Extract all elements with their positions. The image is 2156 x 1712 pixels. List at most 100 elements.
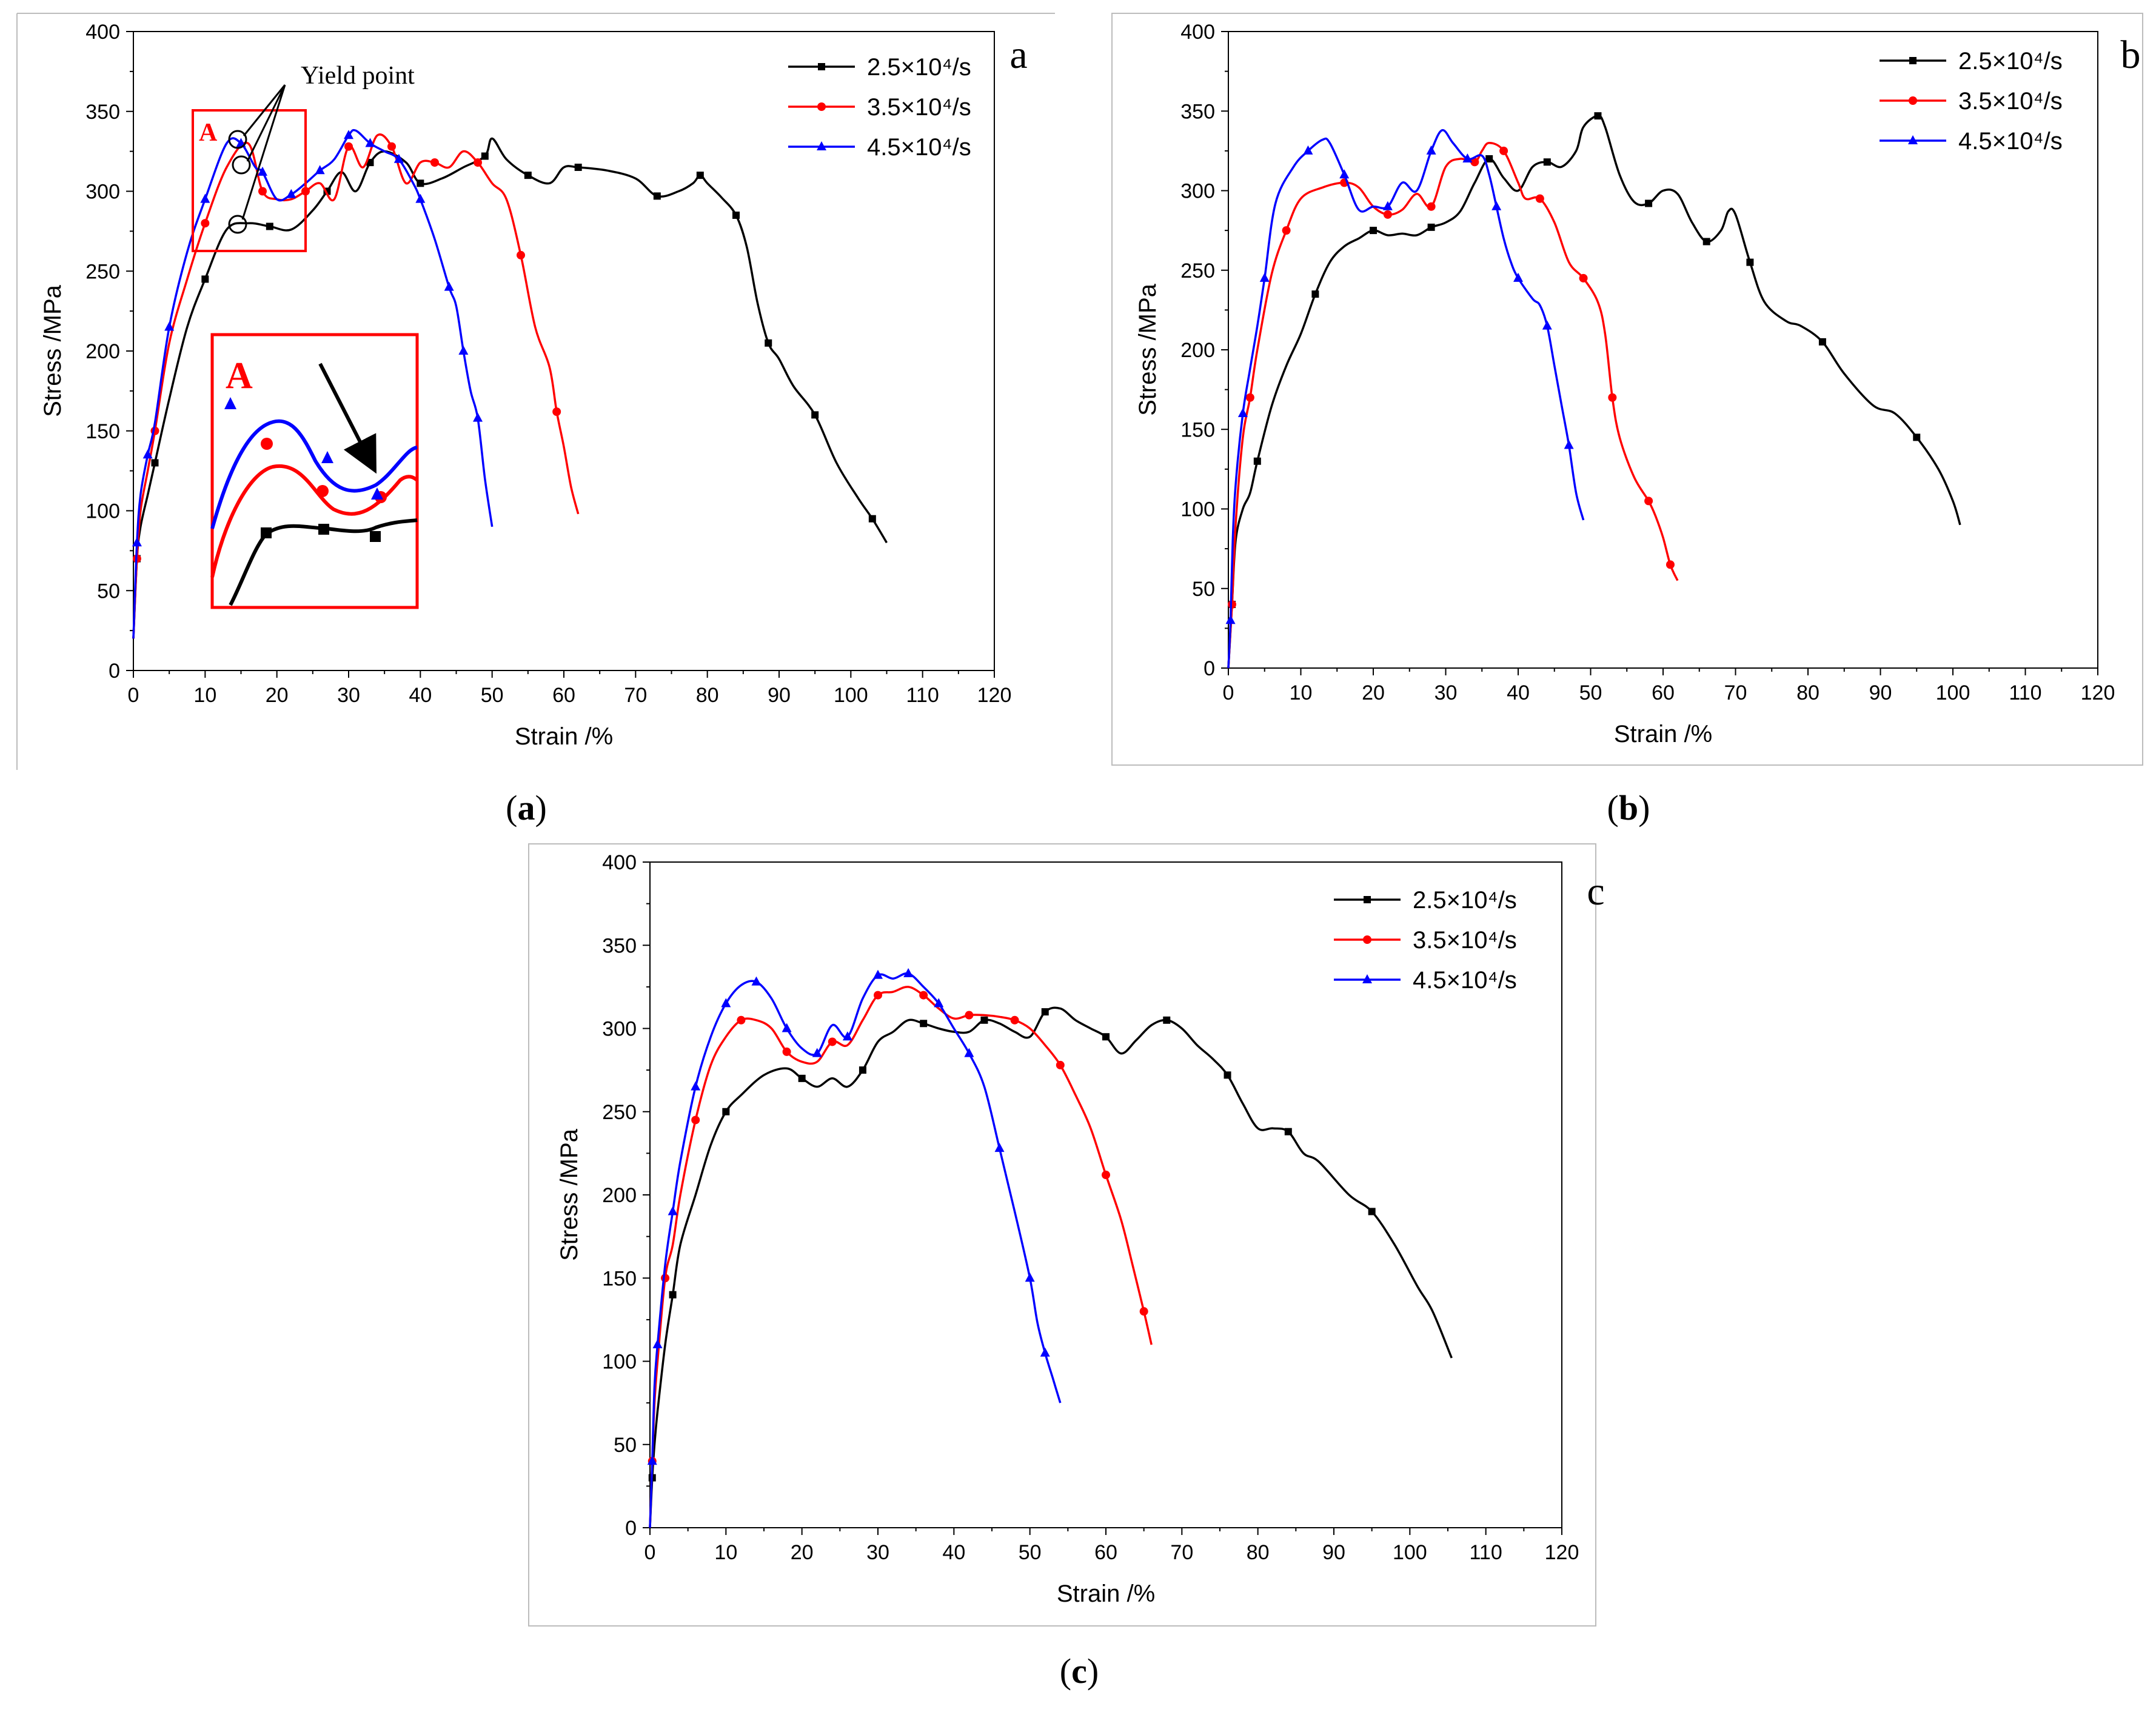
data-point-marker <box>661 1274 670 1283</box>
data-point-marker <box>1259 272 1270 282</box>
data-point-marker <box>481 152 489 160</box>
data-point-marker <box>415 193 426 203</box>
data-point-marker <box>1010 1015 1019 1025</box>
data-point-marker <box>1245 393 1254 402</box>
data-point-marker <box>1542 320 1552 330</box>
legend-marker <box>1362 974 1372 983</box>
data-point-marker <box>873 969 883 979</box>
data-point-marker <box>1163 1016 1171 1024</box>
chart-b-inner: 0 10 20 30 40 50 60 70 80 90 100 110 120 0 50 100 150 200… <box>1134 21 2141 747</box>
series-line <box>649 986 1153 1528</box>
x-tick-label: 20 <box>266 684 289 707</box>
series-line <box>649 972 1062 1528</box>
x-axis-label: Strain /% <box>515 723 613 750</box>
data-point-marker <box>474 158 482 167</box>
series-line <box>1227 115 1961 669</box>
x-tick-label: 0 <box>1223 681 1234 704</box>
y-tick-label: 150 <box>1180 418 1215 441</box>
data-point-marker <box>1608 393 1617 402</box>
data-point-marker <box>965 1011 974 1020</box>
legend-marker <box>1908 135 1918 144</box>
y-tick-label: 0 <box>1204 657 1215 680</box>
series-line <box>649 1006 1453 1528</box>
x-tick-label: 120 <box>977 684 1012 707</box>
data-point-marker <box>365 138 375 147</box>
caption-c: (c) <box>1060 1651 1099 1691</box>
data-point-marker <box>1282 226 1291 235</box>
inset-a-red-marker <box>316 485 329 497</box>
legend-label: 2.5×10⁴/s <box>1413 887 1517 914</box>
y-tick-label: 300 <box>1180 180 1215 203</box>
caption-a: (a) <box>506 788 547 828</box>
data-point-marker <box>132 537 142 547</box>
data-point-marker <box>782 1023 792 1032</box>
data-point-marker <box>1564 440 1574 449</box>
data-point-marker <box>1102 1033 1110 1041</box>
data-point-marker <box>737 1015 746 1025</box>
data-point-marker <box>1666 560 1675 569</box>
panel-c-frame <box>528 843 1596 1627</box>
x-tick-label: 100 <box>834 684 868 707</box>
x-tick-label: 60 <box>1094 1541 1117 1564</box>
data-point-marker <box>1426 145 1436 155</box>
data-point-marker <box>1427 223 1435 231</box>
inset-a-label: A <box>226 355 253 396</box>
x-tick-label: 30 <box>1435 681 1458 704</box>
y-axis-label: Stress /MPa <box>1134 283 1161 416</box>
data-point-marker <box>1382 201 1393 210</box>
y-tick-label: 400 <box>1180 21 1215 44</box>
x-tick-label: 100 <box>1393 1541 1427 1564</box>
y-tick-label: 100 <box>602 1351 637 1374</box>
data-point-marker <box>1470 158 1479 167</box>
data-point-marker <box>903 968 914 977</box>
y-tick-label: 100 <box>85 500 120 523</box>
x-tick-label: 20 <box>791 1541 814 1564</box>
x-tick-label: 40 <box>942 1541 965 1564</box>
data-point-marker <box>201 219 210 228</box>
x-tick-label: 10 <box>193 684 216 707</box>
chart-c-inner: 0 10 20 30 40 50 60 70 80 90 100 110 120 0 50 100 150 200… <box>556 851 1605 1607</box>
data-point-marker <box>201 275 209 283</box>
data-point-marker <box>1025 1272 1035 1282</box>
chart-a-inner: 0 10 20 30 40 50 60 70 80 90 100 110 120 0 50 100 150 200… <box>39 21 1028 750</box>
inset-a-red-marker <box>261 438 273 450</box>
x-tick-label: 80 <box>1796 681 1820 704</box>
data-point-marker <box>1383 210 1392 219</box>
data-point-marker <box>1311 290 1319 298</box>
x-tick-label: 80 <box>696 684 719 707</box>
data-point-marker <box>286 189 296 198</box>
inset-a-black-marker <box>318 524 329 535</box>
x-axis-label: Strain /% <box>1614 721 1712 747</box>
y-axis-label: Stress /MPa <box>39 284 66 417</box>
legend-label: 2.5×10⁴/s <box>1958 48 2063 75</box>
x-tick-label: 50 <box>1579 681 1602 704</box>
data-point-marker <box>842 1031 852 1041</box>
panel-b-frame <box>1111 13 2143 766</box>
x-tick-label: 70 <box>1170 1541 1193 1564</box>
data-point-marker <box>798 1074 806 1082</box>
y-tick-label: 0 <box>109 660 120 683</box>
data-point-marker <box>859 1066 866 1074</box>
data-point-marker <box>811 411 819 419</box>
legend-marker <box>818 63 825 70</box>
y-tick-label: 350 <box>85 101 120 124</box>
inset-a-red-curve <box>210 464 418 578</box>
data-point-marker <box>669 1291 677 1299</box>
data-point-marker <box>1237 408 1248 417</box>
inset-a-blue-marker <box>371 487 383 500</box>
data-point-marker <box>344 142 353 151</box>
data-point-marker <box>552 407 561 416</box>
data-point-marker <box>430 158 439 167</box>
data-point-marker <box>1594 112 1602 120</box>
data-point-marker <box>647 1456 657 1465</box>
data-point-marker <box>473 412 483 422</box>
y-tick-label: 50 <box>97 580 120 603</box>
data-point-marker <box>782 1047 791 1056</box>
x-tick-label: 30 <box>337 684 360 707</box>
data-point-marker <box>1284 1128 1292 1135</box>
caption-b: (b) <box>1607 788 1650 828</box>
y-tick-label: 150 <box>602 1267 637 1290</box>
data-point-marker <box>315 165 325 175</box>
y-tick-label: 200 <box>602 1184 637 1207</box>
data-point-marker <box>200 193 210 203</box>
